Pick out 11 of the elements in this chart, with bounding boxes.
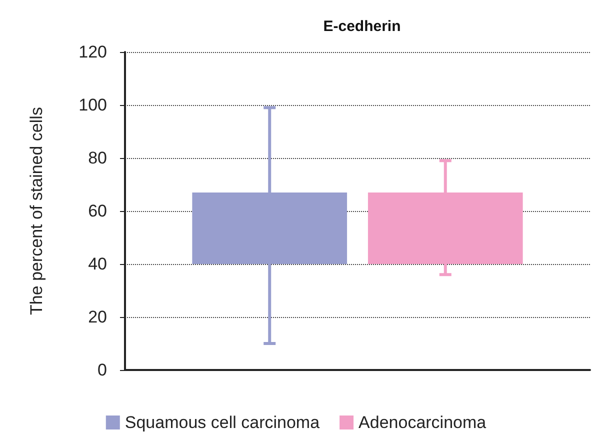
legend-label: Squamous cell carcinoma (124, 413, 320, 432)
y-tick-label: 0 (98, 360, 107, 380)
chart-title: E-cedherin (323, 18, 401, 35)
y-axis-title: The percent of stained cells (27, 107, 46, 315)
y-tick-label: 40 (88, 254, 107, 274)
y-tick-label: 120 (78, 42, 107, 62)
legend-label: Adenocarcinoma (358, 413, 487, 432)
y-tick-label: 20 (88, 308, 107, 326)
y-tick-label: 100 (78, 96, 107, 114)
y-tick-label: 60 (88, 202, 107, 220)
y-tick-label: 80 (88, 148, 107, 168)
